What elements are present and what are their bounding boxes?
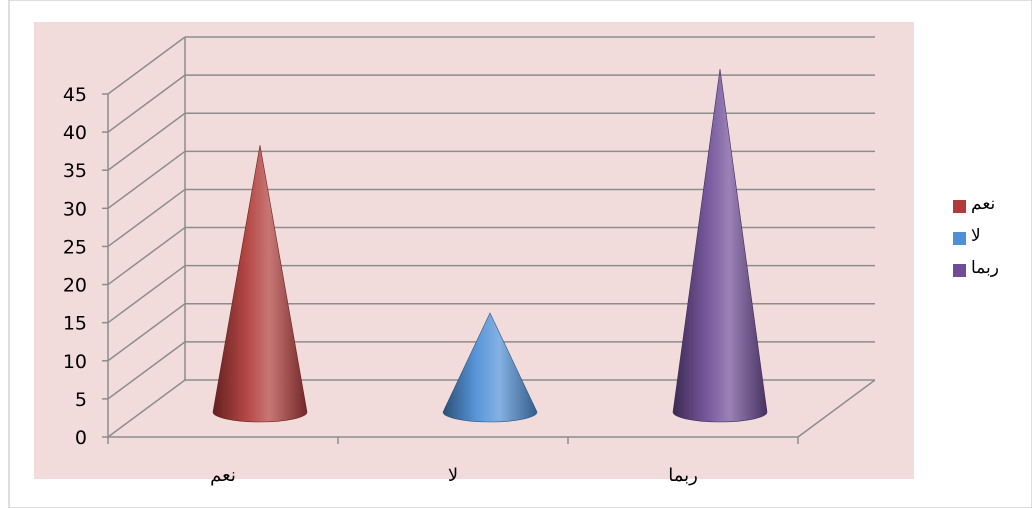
- side-gridline: [107, 341, 186, 400]
- cone-mark-1: [212, 145, 308, 423]
- x-tick-label: ربما: [668, 465, 698, 486]
- legend-label: لا: [971, 226, 981, 246]
- x-axis-tick-labels: نعم لا ربما: [210, 465, 698, 486]
- cone-series: [212, 68, 768, 423]
- legend-label: ربما: [971, 258, 999, 278]
- legend-swatch: [953, 200, 966, 213]
- y-tick-label: 5: [75, 389, 87, 411]
- side-gridline: [107, 265, 186, 324]
- y-tick-label: 15: [63, 313, 87, 335]
- side-gridline: [107, 36, 186, 95]
- gridlines: [107, 36, 875, 438]
- y-tick-label: 20: [63, 275, 87, 297]
- side-gridline: [107, 379, 186, 438]
- x-tick-label: نعم: [210, 465, 236, 486]
- legend-item: نعم: [950, 192, 1030, 224]
- y-tick-label: 25: [63, 236, 87, 258]
- legend-item: ربما: [950, 256, 1030, 288]
- cone-mark-2: [442, 312, 538, 423]
- legend: نعم لا ربما: [950, 192, 1030, 288]
- side-gridline: [107, 226, 186, 286]
- y-tick-label: 0: [75, 427, 87, 449]
- side-gridline: [107, 150, 186, 209]
- side-gridline: [107, 112, 186, 171]
- x-tick-label: لا: [448, 465, 458, 486]
- y-tick-label: 10: [63, 351, 87, 373]
- y-tick-label: 40: [63, 122, 87, 144]
- side-gridline: [107, 74, 186, 133]
- y-tick-label: 30: [63, 198, 87, 220]
- legend-swatch: [953, 232, 966, 245]
- legend-item: لا: [950, 224, 1030, 256]
- axes: [102, 93, 876, 444]
- floor-edge-line: [797, 379, 876, 438]
- y-tick-label: 35: [63, 160, 87, 182]
- y-tick-label: 45: [63, 84, 87, 106]
- side-gridline: [107, 188, 186, 248]
- legend-swatch: [953, 264, 966, 277]
- legend-label: نعم: [971, 194, 996, 214]
- side-gridline: [107, 303, 186, 362]
- cone-mark-3: [672, 68, 768, 423]
- y-axis-tick-labels: 0 5 10 15 20 25 30 35 40 45: [63, 84, 87, 449]
